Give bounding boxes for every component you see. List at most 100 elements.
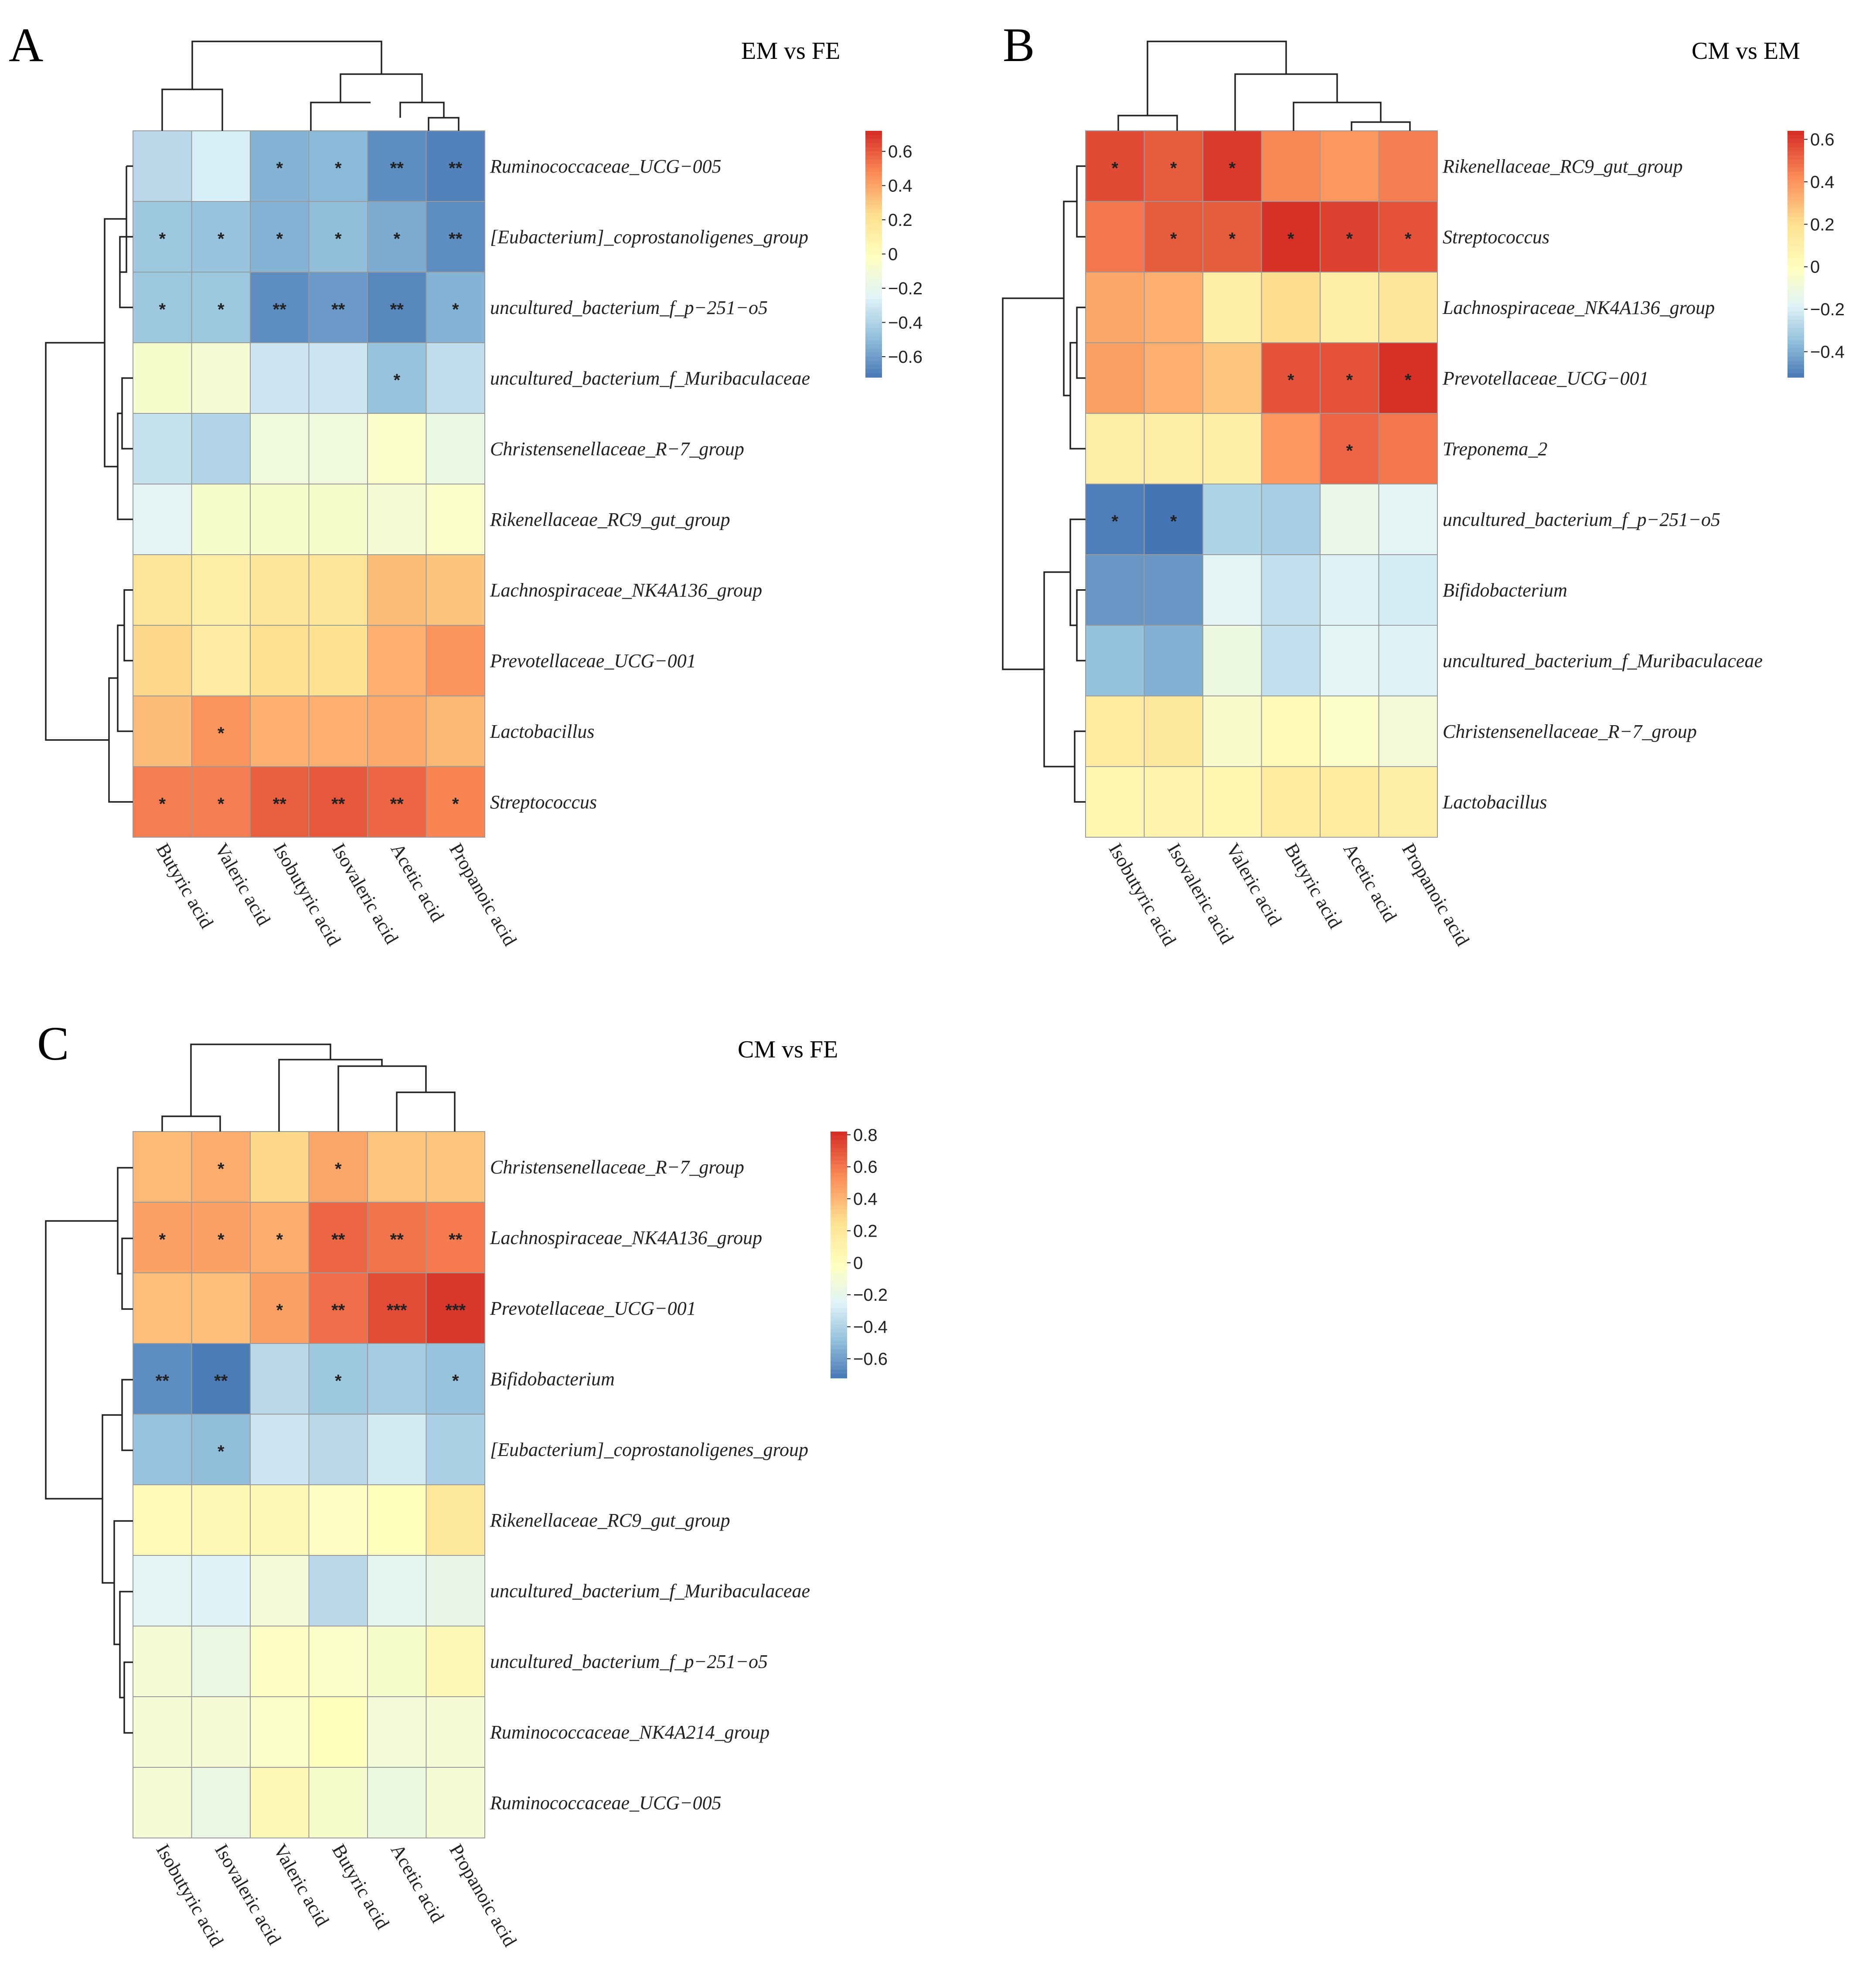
- column-label: Butyric acid: [1280, 840, 1346, 932]
- legend-gradient-step: [831, 1185, 847, 1190]
- heatmap-cell: [133, 413, 192, 484]
- legend-gradient-step: [865, 155, 882, 160]
- legend-gradient-step: [865, 344, 882, 349]
- heatmap-cell: [1261, 130, 1321, 202]
- heatmap-cell: [367, 625, 427, 696]
- legend-gradient-step: [865, 135, 882, 140]
- legend-gradient-step: [831, 1164, 847, 1169]
- legend-gradient-step: [1787, 131, 1804, 136]
- heatmap-cell: [1202, 554, 1262, 626]
- legend-gradient-step: [1787, 245, 1804, 251]
- significance-mark: *: [335, 1159, 342, 1179]
- legend-gradient-step: [831, 1283, 847, 1288]
- legend-gradient-step: [831, 1316, 847, 1321]
- heatmap-cell: [426, 554, 485, 626]
- heatmap-cell: [1378, 766, 1438, 838]
- significance-mark: *: [1111, 159, 1118, 178]
- row-label: uncultured_bacterium_f_p−251−o5: [490, 297, 768, 318]
- heatmap-b-cells: [1085, 130, 1438, 838]
- legend-gradient-step: [1787, 320, 1804, 324]
- significance-mark: *: [1346, 371, 1353, 390]
- heatmap-cell: [1320, 130, 1379, 202]
- legend-tick-label: 0: [888, 245, 898, 264]
- heatmap-cell: [133, 1343, 192, 1415]
- legend-gradient-step: [831, 1345, 847, 1350]
- legend-gradient-step: [831, 1135, 847, 1140]
- legend-tick-label: −0.4: [888, 313, 923, 332]
- heatmap-cell: [1144, 625, 1203, 696]
- heatmap-cell: [426, 272, 485, 343]
- column-label: Propanoic acid: [1398, 840, 1474, 950]
- legend-gradient-step: [831, 1230, 847, 1235]
- legend-tick-label: −0.6: [888, 348, 923, 367]
- heatmap-cell: [191, 130, 251, 202]
- row-label: Lachnospiraceae_NK4A136_group: [490, 580, 762, 601]
- legend-gradient-step: [1787, 348, 1804, 353]
- legend-gradient-step: [1787, 295, 1804, 300]
- legend-gradient-step: [865, 266, 882, 271]
- legend-gradient-step: [865, 242, 882, 246]
- heatmap-cell: [1261, 272, 1321, 343]
- row-label: Streptococcus: [490, 791, 597, 813]
- legend-gradient-step: [831, 1209, 847, 1214]
- legend-gradient-step: [1787, 303, 1804, 308]
- heatmap-cell: [191, 1767, 251, 1838]
- legend-gradient-step: [1787, 258, 1804, 263]
- legend-gradient-step: [831, 1329, 847, 1333]
- legend-gradient-step: [1787, 229, 1804, 234]
- legend-gradient-step: [1787, 180, 1804, 185]
- significance-mark: *: [276, 159, 283, 178]
- heatmap-cell: [1261, 696, 1321, 767]
- legend-tick-label: 0.2: [853, 1221, 878, 1241]
- legend-gradient-step: [865, 184, 882, 189]
- legend-tick-label: 0.6: [853, 1158, 878, 1177]
- heatmap-cell: [367, 554, 427, 626]
- legend-gradient-step: [865, 283, 882, 287]
- legend-gradient-step: [1787, 262, 1804, 267]
- legend-gradient-step: [1787, 311, 1804, 316]
- legend-gradient-step: [831, 1296, 847, 1301]
- heatmap-cell: [1144, 766, 1203, 838]
- legend-gradient-step: [865, 192, 882, 197]
- heatmap-cell: [367, 1555, 427, 1626]
- heatmap-cell: [1320, 201, 1379, 273]
- legend-gradient-step: [865, 143, 882, 148]
- legend-gradient-step: [1787, 356, 1804, 361]
- legend-gradient-step: [831, 1242, 847, 1247]
- legend-gradient-step: [865, 221, 882, 226]
- legend-gradient-step: [865, 328, 882, 333]
- legend-gradient-step: [1787, 135, 1804, 140]
- legend-gradient-step: [1787, 242, 1804, 246]
- significance-mark: *: [452, 1371, 459, 1391]
- heatmap-cell: [308, 413, 368, 484]
- legend-tick-label: 0.8: [853, 1125, 878, 1145]
- heatmap-cell: [250, 1626, 310, 1697]
- heatmap-cell: [1261, 484, 1321, 555]
- heatmap-cell: [426, 413, 485, 484]
- heatmap-cell: [133, 1484, 192, 1556]
- row-label: Rikenellaceae_RC9_gut_group: [490, 509, 730, 530]
- significance-mark: *: [1229, 229, 1236, 249]
- heatmap-cell: [133, 1696, 192, 1768]
- heatmap-cell: [1261, 554, 1321, 626]
- column-label: Valeric acid: [1222, 840, 1286, 929]
- heatmap-cell: [1085, 413, 1145, 484]
- heatmap-cell: [308, 1484, 368, 1556]
- legend-gradient-step: [1787, 286, 1804, 292]
- legend-gradient-step: [831, 1139, 847, 1145]
- heatmap-cell: [1320, 696, 1379, 767]
- legend-gradient-step: [865, 205, 882, 209]
- legend-gradient-step: [831, 1168, 847, 1173]
- heatmap-b-row-dendrogram: [1002, 165, 1086, 803]
- significance-mark: **: [390, 1230, 404, 1249]
- heatmap-cell: [250, 1696, 310, 1768]
- significance-mark: *: [218, 300, 225, 319]
- heatmap-cell: [367, 1696, 427, 1768]
- heatmap-cell: [1202, 342, 1262, 414]
- legend-gradient-step: [1787, 365, 1804, 370]
- panel-letter-c: C: [37, 1017, 69, 1070]
- legend-gradient-step: [1787, 225, 1804, 230]
- legend-gradient-step: [865, 315, 882, 321]
- column-label: Valeric acid: [211, 840, 275, 929]
- heatmap-cell: [367, 1414, 427, 1485]
